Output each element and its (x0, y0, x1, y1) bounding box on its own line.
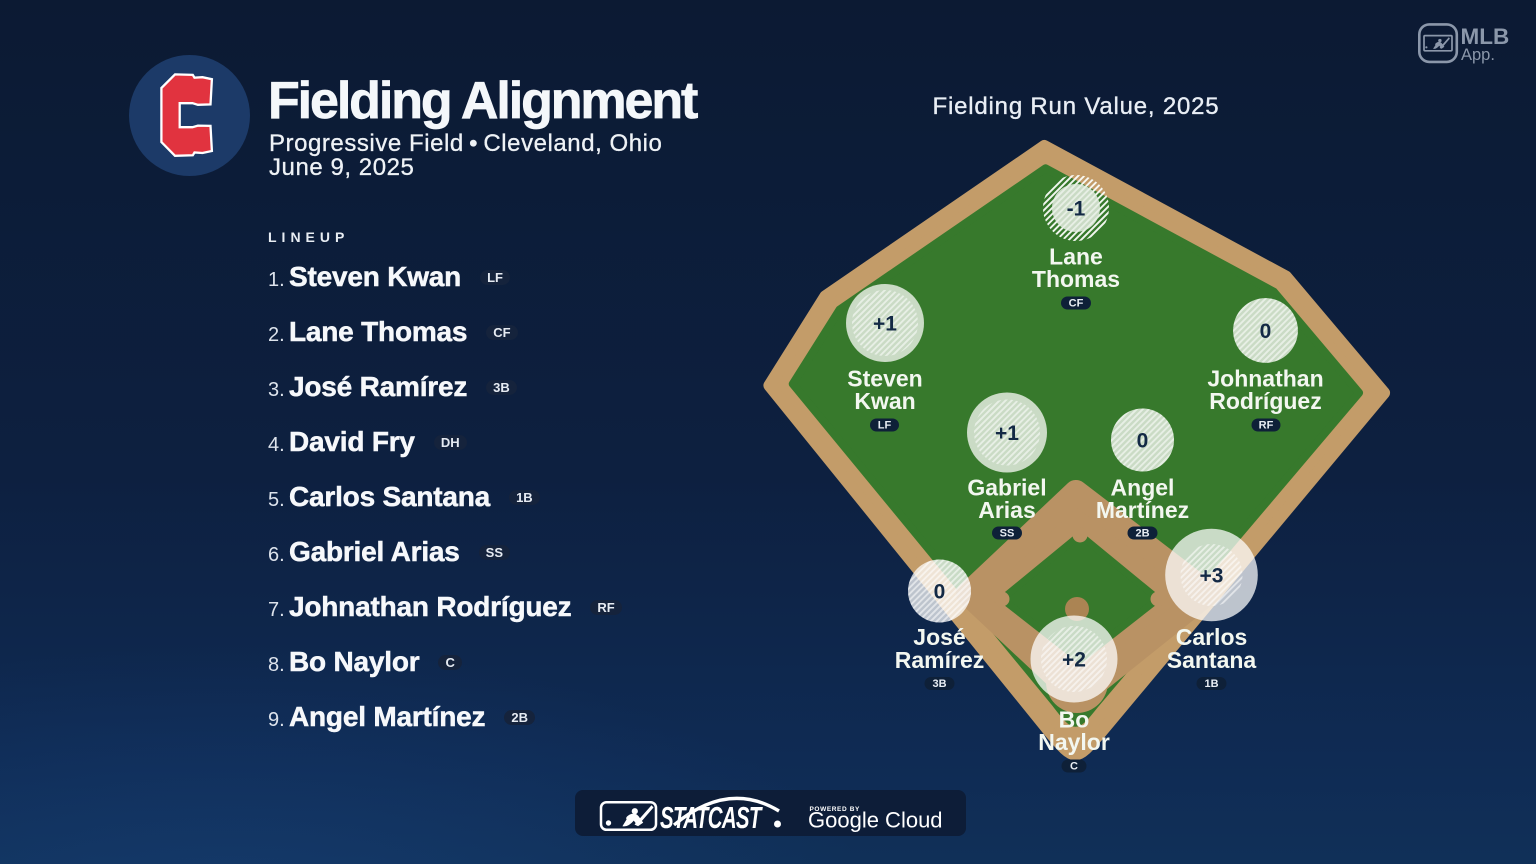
svg-text:Google Cloud: Google Cloud (808, 808, 943, 833)
svg-text:Steven: Steven (847, 366, 922, 392)
svg-text:Gabriel: Gabriel (967, 475, 1046, 501)
svg-text:2B: 2B (1135, 528, 1149, 540)
svg-text:Martínez: Martínez (1096, 497, 1189, 523)
svg-text:C: C (1070, 761, 1078, 773)
svg-text:Angel: Angel (1111, 475, 1175, 501)
svg-text:POWERED BY: POWERED BY (810, 806, 860, 813)
svg-text:SS: SS (1000, 528, 1015, 540)
svg-text:STATCAST: STATCAST (660, 800, 763, 835)
svg-text:3B: 3B (932, 678, 946, 690)
svg-text:Carlos: Carlos (1176, 624, 1248, 650)
svg-text:+1: +1 (873, 313, 897, 336)
svg-text:App.: App. (1461, 46, 1495, 64)
svg-text:+2: +2 (1062, 649, 1086, 672)
svg-text:-1: -1 (1067, 198, 1086, 221)
svg-text:Johnathan: Johnathan (1207, 366, 1323, 392)
svg-text:Thomas: Thomas (1032, 266, 1120, 292)
svg-text:0: 0 (1260, 320, 1272, 343)
svg-text:+3: +3 (1200, 565, 1224, 588)
svg-text:Santana: Santana (1167, 647, 1257, 673)
svg-text:Kwan: Kwan (854, 388, 915, 414)
svg-text:Arias: Arias (978, 497, 1036, 523)
svg-text:CF: CF (1069, 298, 1084, 310)
svg-text:RF: RF (1259, 420, 1274, 432)
svg-text:0: 0 (1137, 430, 1149, 453)
svg-text:+1: +1 (995, 422, 1019, 445)
svg-text:LF: LF (878, 420, 892, 432)
svg-text:José: José (913, 624, 965, 650)
svg-text:1B: 1B (1204, 678, 1218, 690)
svg-text:0: 0 (934, 581, 946, 604)
svg-text:Lane: Lane (1049, 244, 1103, 270)
svg-text:Naylor: Naylor (1038, 729, 1110, 755)
svg-text:Rodríguez: Rodríguez (1209, 388, 1321, 414)
svg-text:Ramírez: Ramírez (895, 647, 984, 673)
svg-text:MLB: MLB (1461, 24, 1510, 49)
svg-text:Bo: Bo (1059, 707, 1090, 733)
